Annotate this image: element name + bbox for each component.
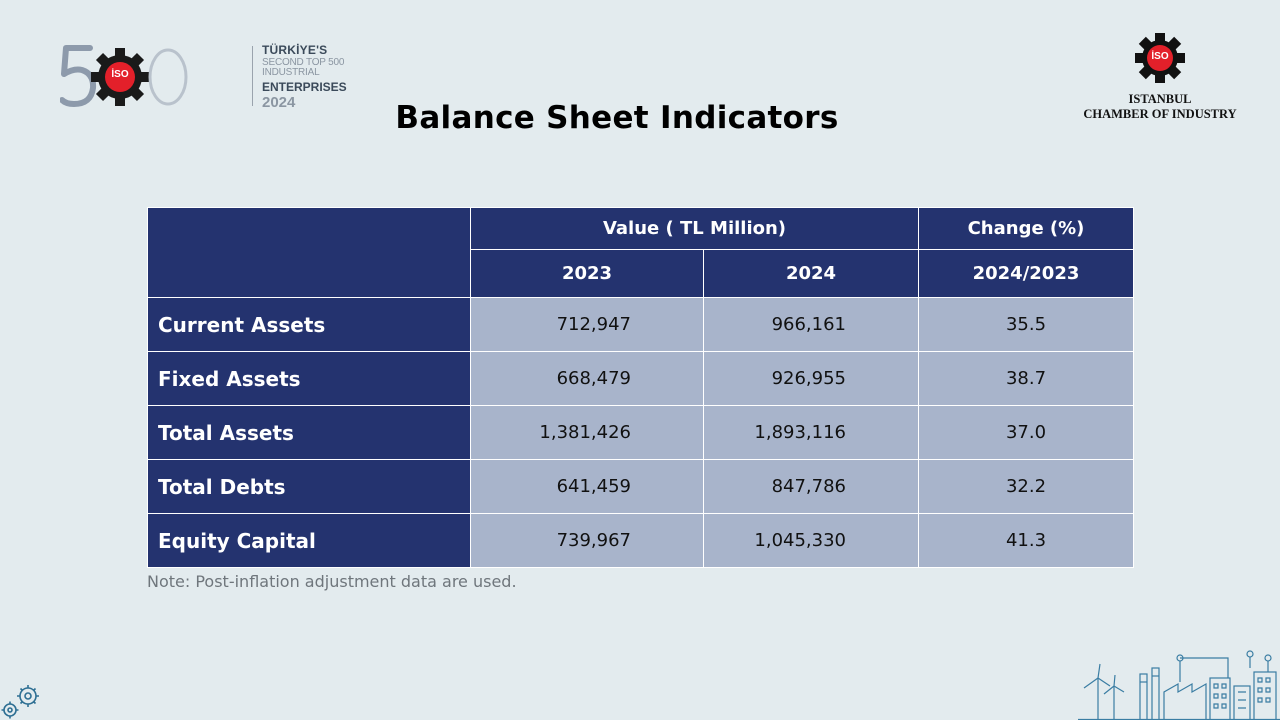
iso-name-line1: ISTANBUL: [1128, 92, 1192, 106]
cell-value-2023: 712,947: [470, 297, 704, 352]
cell-change: 41.3: [918, 513, 1134, 568]
header-change-period: 2024/2023: [918, 249, 1134, 298]
logo500-line4: 2024: [262, 94, 296, 111]
cell-change: 35.5: [918, 297, 1134, 352]
row-label: Total Debts: [147, 459, 471, 514]
row-label: Total Assets: [147, 405, 471, 460]
logo500-badge-text: İSO: [111, 69, 129, 80]
row-label: Current Assets: [147, 297, 471, 352]
cell-change: 32.2: [918, 459, 1134, 514]
header-value-group: Value ( TL Million): [470, 207, 919, 250]
footnote: Note: Post-inflation adjustment data are…: [147, 572, 517, 591]
cell-value-2023: 641,459: [470, 459, 704, 514]
gears-icon: [1, 685, 39, 719]
iso-500-digits-icon: [60, 45, 188, 107]
header-change-group: Change (%): [918, 207, 1134, 250]
logo500-divider: [252, 46, 253, 106]
header-blank-cell: [147, 207, 471, 298]
table-row: Total Debts 641,459 847,786 32.2: [147, 459, 1134, 514]
logo500-line2: SECOND TOP 500 INDUSTRIAL: [262, 57, 345, 78]
cell-value-2024: 966,161: [703, 297, 919, 352]
table-row: Equity Capital 739,967 1,045,330 41.3: [147, 513, 1134, 568]
table-row: Total Assets 1,381,426 1,893,116 37.0: [147, 405, 1134, 460]
table-row: Fixed Assets 668,479 926,955 38.7: [147, 351, 1134, 406]
page-title: Balance Sheet Indicators: [395, 100, 839, 136]
row-label: Fixed Assets: [147, 351, 471, 406]
cell-change: 38.7: [918, 351, 1134, 406]
table-row: Current Assets 712,947 966,161 35.5: [147, 297, 1134, 352]
cell-value-2024: 926,955: [703, 351, 919, 406]
iso-gear-icon: [1135, 33, 1185, 83]
logo500-line3: ENTERPRISES: [262, 80, 347, 94]
header-year-2024: 2024: [703, 249, 919, 298]
cell-value-2024: 847,786: [703, 459, 919, 514]
iso-badge-text: İSO: [1151, 51, 1169, 62]
header-year-2023: 2023: [470, 249, 704, 298]
logo500-text-block: TÜRKİYE'S SECOND TOP 500 INDUSTRIAL ENTE…: [262, 44, 347, 110]
row-label: Equity Capital: [147, 513, 471, 568]
cell-value-2023: 739,967: [470, 513, 704, 568]
balance-sheet-table: Value ( TL Million) Change (%) 2023 2024…: [147, 207, 1134, 568]
cell-value-2023: 668,479: [470, 351, 704, 406]
cell-value-2024: 1,893,116: [703, 405, 919, 460]
factory-skyline-icon: [1078, 650, 1280, 720]
iso-500-logo: İSO TÜRKİYE'S SECOND TOP 500 INDUSTRIAL …: [60, 42, 347, 110]
cell-value-2023: 1,381,426: [470, 405, 704, 460]
iso-logo: İSO ISTANBUL CHAMBER OF INDUSTRY: [1070, 32, 1250, 127]
cell-value-2024: 1,045,330: [703, 513, 919, 568]
iso-name-line2: CHAMBER OF INDUSTRY: [1083, 107, 1237, 121]
cell-change: 37.0: [918, 405, 1134, 460]
logo500-line1: TÜRKİYE'S: [262, 43, 328, 57]
